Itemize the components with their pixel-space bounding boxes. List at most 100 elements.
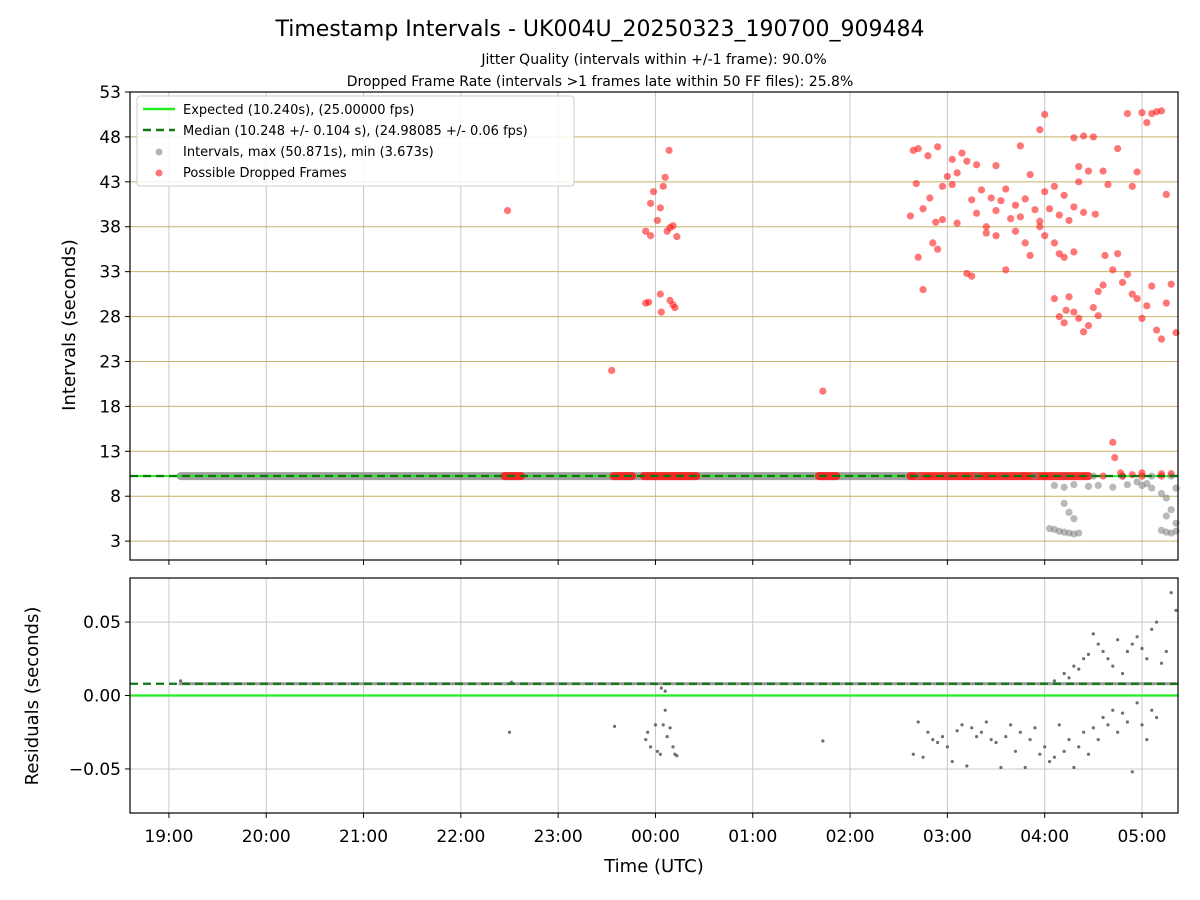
dropped-frame-point: [645, 298, 653, 306]
dropped-frame-point: [1133, 295, 1141, 303]
dropped-frame-point: [1133, 168, 1141, 176]
dropped-frame-point: [1084, 167, 1093, 175]
dropped-frame-point: [656, 290, 664, 298]
residual-point: [994, 740, 998, 745]
dropped-frame-point: [943, 472, 951, 480]
dropped-frame-point: [673, 233, 681, 241]
dropped-frame-point: [642, 227, 650, 235]
x-tick-label: 01:00: [728, 827, 777, 847]
dropped-frame-point: [1050, 239, 1059, 247]
residual-point: [1043, 745, 1047, 749]
residual-point: [1135, 635, 1139, 639]
x-tick-label: 22:00: [436, 827, 485, 847]
residual-point: [663, 708, 667, 712]
top-y-tick-label: 48: [99, 128, 121, 148]
chart-subtitle-line-1: Jitter Quality (intervals within +/-1 fr…: [480, 52, 826, 68]
dropped-frame-point: [932, 218, 940, 226]
interval-point: [1148, 484, 1156, 492]
top-y-tick-label: 3: [110, 532, 121, 552]
dropped-frame-point: [1114, 144, 1122, 153]
y-axis-label-residuals: Residuals (seconds): [22, 607, 43, 786]
residual-point: [1135, 701, 1139, 705]
residuals-plot: −0.05 0.00 0.05 19:00 20:00 21:00 22:00 23:00 00…: [69, 577, 1179, 847]
dropped-frame-point: [1021, 195, 1029, 203]
dropped-frame-point: [646, 199, 655, 207]
dropped-frame-point: [1128, 182, 1136, 190]
residual-point: [1067, 737, 1071, 742]
residual-point: [940, 735, 945, 739]
top-y-tick-label: 23: [99, 352, 121, 372]
residual-point: [970, 726, 974, 730]
residual-point: [1082, 657, 1086, 661]
dropped-frame-point: [671, 303, 679, 312]
dropped-frame-point: [1099, 281, 1107, 289]
residual-point: [1018, 730, 1022, 734]
dropped-frame-point: [968, 272, 976, 280]
interval-point: [1084, 482, 1093, 490]
legend-intervals-label: Intervals, max (50.871s), min (3.673s): [183, 145, 434, 160]
residual-point: [1125, 649, 1130, 654]
interval-point: [1162, 494, 1170, 502]
dropped-frame-point: [1138, 472, 1146, 480]
dropped-frame-point: [1128, 471, 1136, 479]
dropped-frame-point: [1157, 335, 1166, 343]
dropped-frame-point: [1016, 213, 1024, 221]
dropped-frame-point: [906, 212, 915, 220]
dropped-frame-point: [1021, 472, 1029, 480]
dropped-frame-point: [1002, 185, 1010, 193]
residual-point: [658, 752, 662, 756]
dropped-frame-point: [1055, 312, 1063, 321]
residual-point: [1057, 723, 1061, 727]
residual-point: [1106, 723, 1110, 727]
dropped-frame-point: [919, 205, 927, 213]
dropped-frame-point: [1026, 171, 1034, 179]
residual-point: [960, 723, 964, 727]
interval-point: [1065, 508, 1073, 516]
legend-median-label: Median (10.248 +/- 0.104 s), (24.98085 +…: [183, 124, 528, 139]
residual-point: [1130, 770, 1134, 774]
residual-point: [955, 729, 959, 733]
dropped-frame-point: [997, 197, 1005, 205]
interval-point: [1060, 499, 1068, 508]
residual-point: [936, 740, 940, 745]
dropped-frame-point: [1060, 191, 1068, 199]
residual-point: [1116, 638, 1120, 642]
residual-point: [644, 737, 648, 742]
x-axis-label: Time (UTC): [603, 856, 704, 877]
residual-point: [931, 737, 935, 742]
residual-point: [1140, 723, 1144, 727]
residual-point: [1159, 661, 1164, 665]
residual-point: [1072, 664, 1076, 668]
residual-point: [821, 739, 825, 743]
bottom-plot-area: [130, 591, 1178, 774]
interval-point: [1162, 512, 1170, 520]
dropped-frame-point: [1152, 326, 1161, 334]
dropped-frame-point: [982, 223, 990, 231]
residual-point: [1091, 632, 1095, 636]
x-tick-label: 03:00: [923, 827, 972, 847]
legend-box: [136, 95, 575, 187]
dropped-frame-point: [1123, 109, 1132, 118]
residual-point: [950, 759, 954, 764]
dropped-frame-point: [1041, 188, 1049, 196]
dropped-frame-point: [1099, 167, 1107, 175]
residual-point: [974, 735, 979, 739]
residual-point: [1028, 737, 1032, 742]
residual-point: [668, 726, 672, 730]
residual-point: [675, 754, 679, 758]
residual-point: [1062, 749, 1066, 753]
residual-point: [653, 723, 658, 727]
residual-point: [1150, 627, 1154, 632]
residual-point: [1096, 642, 1100, 646]
residual-point: [1077, 667, 1081, 671]
dropped-frame-point: [992, 206, 1000, 215]
dropped-frame-point: [1075, 178, 1083, 186]
residual-point: [1023, 765, 1027, 770]
residual-point: [1086, 652, 1091, 656]
dropped-frame-point: [656, 204, 664, 212]
residual-point: [926, 730, 930, 734]
interval-point: [1050, 481, 1059, 490]
dropped-frame-point: [914, 144, 922, 153]
